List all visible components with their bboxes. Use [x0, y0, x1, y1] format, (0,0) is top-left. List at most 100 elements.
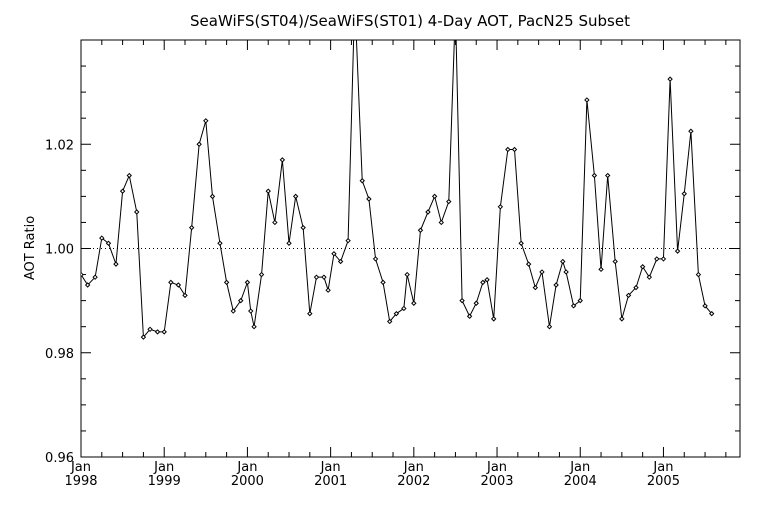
data-point	[404, 271, 410, 278]
data-point	[175, 282, 182, 288]
data-point	[265, 188, 271, 194]
y-tick-label: 0.98	[45, 347, 74, 362]
data-point	[372, 256, 379, 262]
data-point	[577, 297, 583, 304]
data-point	[473, 300, 479, 306]
data-point	[532, 284, 539, 291]
data-point	[560, 258, 566, 265]
data-point	[359, 178, 365, 184]
x-tick-month-label: Jan	[652, 460, 673, 475]
data-point	[688, 128, 694, 134]
series-group	[81, 7, 715, 340]
data-point	[386, 318, 393, 325]
data-point	[147, 326, 153, 333]
series-line	[81, 40, 713, 339]
data-point	[113, 261, 119, 267]
data-point	[230, 308, 236, 314]
data-point	[681, 191, 687, 197]
data-point	[695, 271, 702, 278]
data-point	[480, 279, 486, 286]
data-point	[584, 97, 590, 103]
data-point	[401, 305, 407, 312]
x-tick-month-label: Jan	[236, 460, 257, 475]
x-tick-month-label: Jan	[70, 460, 91, 475]
data-point	[625, 292, 632, 299]
data-point	[99, 235, 105, 241]
data-point	[654, 256, 660, 262]
data-point	[466, 313, 473, 319]
data-point	[484, 277, 490, 283]
x-tick-year-label: 2000	[231, 474, 264, 489]
data-point	[251, 323, 257, 330]
data-point	[223, 279, 230, 286]
data-point	[182, 292, 188, 299]
data-point	[660, 256, 667, 262]
x-tick-year-label: 1999	[148, 474, 181, 489]
data-point	[674, 248, 681, 254]
x-tick-month-label: Jan	[486, 460, 507, 475]
data-point	[203, 118, 209, 124]
data-point	[380, 279, 386, 286]
series-layer	[81, 7, 715, 340]
y-tick-label: 1.02	[45, 138, 74, 153]
data-point	[286, 240, 292, 246]
data-point	[393, 310, 400, 317]
data-point	[134, 209, 140, 215]
data-point	[217, 240, 223, 246]
data-point	[105, 240, 112, 246]
data-point	[619, 316, 625, 322]
data-point	[307, 310, 313, 317]
data-point	[92, 274, 98, 280]
data-point	[425, 209, 431, 215]
data-point	[570, 303, 577, 309]
data-point	[154, 329, 161, 335]
data-point	[702, 303, 708, 309]
data-point	[140, 334, 147, 340]
data-point	[546, 323, 553, 330]
data-point	[248, 308, 254, 314]
data-point	[598, 266, 604, 273]
data-point	[196, 141, 202, 147]
data-point	[188, 224, 195, 231]
data-point	[563, 269, 569, 275]
data-point	[490, 316, 497, 322]
y-tick-label: 0.96	[45, 451, 74, 466]
data-point	[497, 204, 504, 210]
x-tick-year-label: 2005	[647, 474, 680, 489]
data-point	[591, 172, 598, 179]
data-point	[209, 193, 216, 200]
x-tick-year-label: 1998	[64, 474, 97, 489]
data-point	[345, 237, 351, 244]
data-point	[126, 172, 132, 179]
x-tick-year-label: 2002	[397, 474, 430, 489]
data-point	[518, 240, 524, 246]
data-point	[438, 219, 444, 226]
data-point	[417, 227, 424, 233]
data-point	[604, 172, 611, 179]
data-point	[553, 282, 559, 288]
data-point	[300, 224, 306, 231]
data-point	[331, 251, 337, 257]
data-point	[612, 258, 618, 265]
y-axis-label: AOT Ratio	[23, 216, 38, 280]
data-point	[667, 76, 673, 82]
data-point	[84, 282, 91, 288]
data-point	[539, 269, 545, 275]
data-point	[168, 279, 174, 286]
x-tick-month-label: Jan	[403, 460, 424, 475]
data-point	[453, 7, 457, 11]
data-point	[633, 284, 639, 291]
data-point	[238, 297, 244, 304]
data-point	[709, 310, 715, 317]
data-point	[292, 193, 299, 200]
data-point	[325, 287, 331, 293]
x-tick-month-label: Jan	[153, 460, 174, 475]
data-point	[411, 300, 417, 306]
data-point	[459, 297, 465, 304]
data-point	[244, 279, 251, 286]
data-point	[511, 146, 518, 153]
data-point	[337, 258, 344, 265]
data-point	[279, 157, 286, 163]
data-point	[313, 274, 320, 280]
tick-layer: 0.960.981.001.02Jan1998Jan1999Jan2000Jan…	[45, 40, 740, 489]
